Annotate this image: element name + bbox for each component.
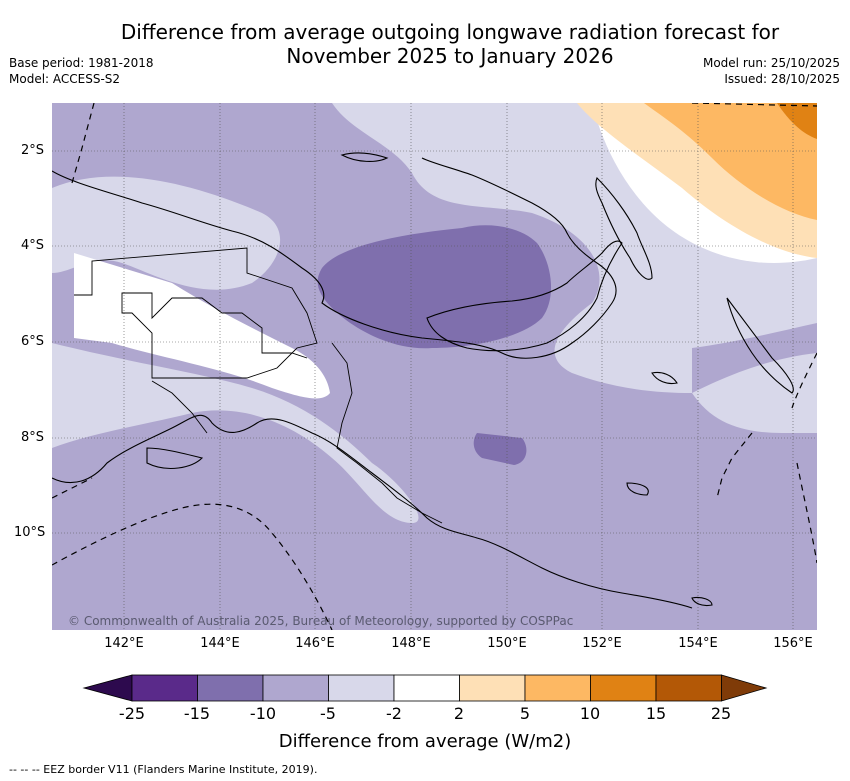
colorbar-label-15: 15: [645, 704, 667, 723]
colorbar-swatch-1: [131, 674, 198, 702]
colorbar-label-minus-25: -25: [118, 704, 146, 723]
field-light-purple-west: [52, 176, 281, 290]
manus-coast: [340, 152, 389, 162]
new-guinea-coast: [52, 157, 693, 609]
field-light-purple-small: [67, 375, 102, 403]
y-tick-10s: 10°S: [14, 525, 46, 540]
field-medium-purple-patch: [473, 433, 527, 465]
colorbar-swatch-7: [524, 674, 591, 702]
model-run: Model run: 25/10/2025: [702, 56, 840, 70]
base-period: Base period: 1981-2018: [9, 56, 154, 70]
colorbar-swatch-9: [655, 674, 722, 702]
colorbar-swatch-8: [590, 674, 657, 702]
y-tick-6s: 6°S: [20, 334, 44, 349]
colorbar-swatch-4: [328, 674, 395, 702]
colorbar: [82, 674, 768, 702]
colorbar-swatch-2: [197, 674, 264, 702]
anomaly-map: [52, 103, 817, 630]
x-tick-152e: 152°E: [582, 636, 622, 651]
field-dark-orange: [777, 103, 817, 139]
colorbar-swatch-5: [393, 674, 460, 702]
colorbar-label-2: 2: [453, 704, 465, 723]
colorbar-label-25: 25: [710, 704, 732, 723]
title-line-2: November 2025 to January 2026: [286, 44, 614, 68]
coastlines: [52, 103, 817, 630]
meta-right: Model run: 25/10/2025 Issued: 28/10/2025: [703, 55, 840, 87]
meta-left: Base period: 1981-2018 Model: ACCESS-S2: [9, 55, 154, 87]
colorbar-label-minus-15: -15: [183, 704, 211, 723]
x-tick-142e: 142°E: [104, 636, 144, 651]
x-tick-156e: 156°E: [773, 636, 813, 651]
x-tick-148e: 148°E: [391, 636, 431, 651]
y-tick-2s: 2°S: [20, 143, 44, 158]
copyright-notice: © Commonwealth of Australia 2025, Bureau…: [68, 614, 574, 628]
new-britain-coast: [426, 240, 623, 352]
colorbar-swatch-6: [459, 674, 526, 702]
colorbar-title: Difference from average (W/m2): [278, 731, 572, 752]
colorbar-swatch-3: [262, 674, 329, 702]
x-tick-154e: 154°E: [678, 636, 718, 651]
field-medium-purple-core: [317, 225, 552, 349]
colorbar-above-max: [721, 674, 768, 702]
title-line-1: Difference from average outgoing longwav…: [120, 20, 780, 44]
eez-footnote: -- -- -- EEZ border V11 (Flanders Marine…: [9, 763, 318, 776]
y-tick-8s: 8°S: [20, 430, 44, 445]
field-white-west: [74, 253, 330, 399]
field-orange: [644, 103, 817, 220]
model-name: Model: ACCESS-S2: [9, 72, 121, 86]
colorbar-label-10: 10: [579, 704, 601, 723]
x-tick-146e: 146°E: [295, 636, 335, 651]
islands-east: [626, 371, 713, 607]
province-borders: [74, 247, 443, 524]
eez-border: [52, 103, 817, 630]
x-tick-144e: 144°E: [200, 636, 240, 651]
bougainville-coast: [726, 297, 794, 394]
colorbar-label-minus-2: -2: [386, 704, 402, 723]
torres-strait-coast: [146, 447, 204, 469]
y-tick-4s: 4°S: [20, 238, 44, 253]
colorbar-label-minus-5: -5: [320, 704, 336, 723]
colorbar-below-min: [82, 674, 133, 702]
colorbar-label-5: 5: [519, 704, 531, 723]
field-light-purple-south: [52, 343, 419, 523]
issued-date: Issued: 28/10/2025: [724, 72, 840, 86]
x-tick-150e: 150°E: [487, 636, 527, 651]
new-ireland-coast: [595, 177, 653, 280]
colorbar-label-minus-10: -10: [249, 704, 277, 723]
